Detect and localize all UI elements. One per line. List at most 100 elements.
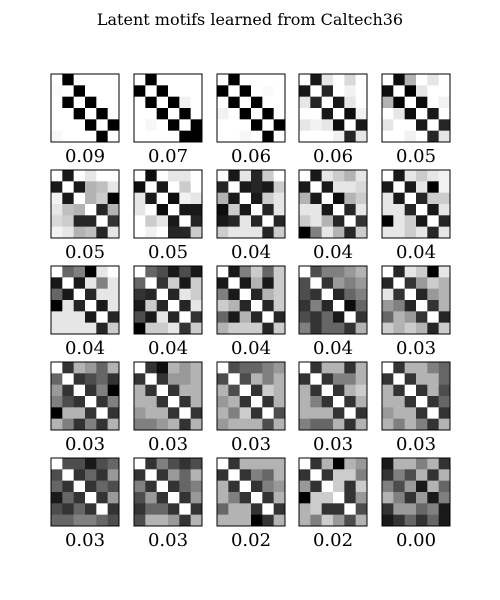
panel-label: 0.04: [65, 338, 105, 359]
heatmap-cell: [134, 288, 146, 301]
heatmap-cell: [228, 181, 240, 193]
heatmap-cell: [310, 396, 322, 408]
heatmap-cell: [190, 480, 203, 493]
heatmap-cell: [273, 300, 286, 312]
heatmap-cell: [190, 373, 203, 385]
heatmap-cell: [134, 85, 146, 97]
heatmap-cell: [299, 181, 311, 193]
panel-label: 0.06: [313, 146, 353, 167]
heatmap-cell: [427, 503, 439, 515]
heatmap-cell: [382, 322, 394, 335]
heatmap-cell: [228, 74, 240, 86]
heatmap-cell: [107, 418, 120, 431]
heatmap-cell: [355, 300, 368, 312]
heatmap-cell: [321, 108, 334, 120]
heatmap-cell: [321, 322, 334, 335]
heatmap-cell: [51, 373, 63, 385]
heatmap-cell: [321, 181, 334, 193]
heatmap-cell: [107, 362, 120, 374]
heatmap-cell: [239, 277, 252, 289]
heatmap-cell: [404, 96, 417, 109]
heatmap-cell: [299, 514, 311, 527]
heatmap-cell: [310, 85, 322, 97]
heatmap-cell: [333, 407, 345, 419]
heatmap-cell: [404, 396, 417, 408]
heatmap-cell: [310, 215, 322, 227]
heatmap-cell: [107, 130, 120, 143]
motif-panel: 0.06: [216, 73, 286, 167]
heatmap-cell: [156, 469, 169, 481]
heatmap-cell: [438, 396, 451, 408]
motif-panel: 0.03: [133, 457, 203, 551]
heatmap-cell: [228, 119, 240, 131]
heatmap-cell: [228, 215, 240, 227]
heatmap-cell: [344, 396, 356, 408]
heatmap-cell: [134, 492, 146, 504]
heatmap-cell: [51, 204, 63, 216]
heatmap-cell: [382, 458, 394, 470]
heatmap-cell: [190, 300, 203, 312]
heatmap-cell: [344, 96, 356, 109]
heatmap-cell: [273, 181, 286, 193]
heatmap-cell: [85, 85, 97, 97]
motif-grid: 0.09 0.07 0.06 0.06 0.05 0.05 0.05 0.04 0.04 0.04…: [50, 73, 451, 551]
heatmap-cell: [333, 96, 345, 109]
heatmap-cell: [310, 311, 322, 323]
heatmap-cell: [134, 170, 146, 182]
heatmap-cell: [438, 108, 451, 120]
heatmap-cell: [404, 119, 417, 131]
heatmap-cell: [299, 407, 311, 419]
panel-frame: [298, 169, 368, 239]
heatmap-cell: [355, 215, 368, 227]
heatmap-cell: [427, 418, 439, 431]
heatmap-cell: [179, 266, 191, 278]
heatmap-cell: [404, 170, 417, 182]
heatmap-cell: [299, 492, 311, 504]
heatmap-cell: [262, 96, 274, 109]
heatmap-cell: [382, 108, 394, 120]
motif-panel: 0.04: [133, 265, 203, 359]
heatmap-cell: [145, 362, 157, 374]
heatmap-cell: [262, 458, 274, 470]
heatmap-cell: [96, 85, 108, 97]
heatmap-cell: [262, 492, 274, 504]
heatmap-cell: [107, 407, 120, 419]
heatmap-cell: [382, 226, 394, 239]
heatmap-cell: [134, 418, 146, 431]
heatmap-cell: [299, 396, 311, 408]
heatmap-cell: [355, 384, 368, 397]
heatmap-cell: [190, 469, 203, 481]
heatmap-cell: [73, 503, 86, 515]
heatmap-cell: [168, 226, 180, 239]
heatmap-cell: [228, 503, 240, 515]
heatmap-cell: [145, 311, 157, 323]
heatmap-cell: [51, 492, 63, 504]
heatmap-cell: [393, 170, 405, 182]
heatmap-cell: [51, 96, 63, 109]
heatmap-cell: [333, 362, 345, 374]
heatmap-cell: [299, 373, 311, 385]
panel-frame: [216, 265, 286, 335]
heatmap-cell: [85, 458, 97, 470]
heatmap-cell: [438, 469, 451, 481]
heatmap-cell: [393, 362, 405, 374]
heatmap-cell: [179, 170, 191, 182]
heatmap-cell: [217, 514, 229, 527]
heatmap-cell: [156, 215, 169, 227]
heatmap-cell: [134, 204, 146, 216]
heatmap-cell: [156, 226, 169, 239]
heatmap-cell: [251, 85, 263, 97]
heatmap-cell: [251, 362, 263, 374]
heatmap-cell: [299, 119, 311, 131]
heatmap-cell: [251, 458, 263, 470]
motif-panel: 0.03: [133, 361, 203, 455]
heatmap-cell: [73, 480, 86, 493]
heatmap-cell: [228, 96, 240, 109]
heatmap-cell: [96, 384, 108, 397]
heatmap-cell: [438, 215, 451, 227]
heatmap-cell: [321, 480, 334, 493]
panel-label: 0.04: [396, 242, 436, 263]
heatmap-cell: [299, 85, 311, 97]
heatmap-cell: [382, 130, 394, 143]
heatmap-cell: [404, 266, 417, 278]
